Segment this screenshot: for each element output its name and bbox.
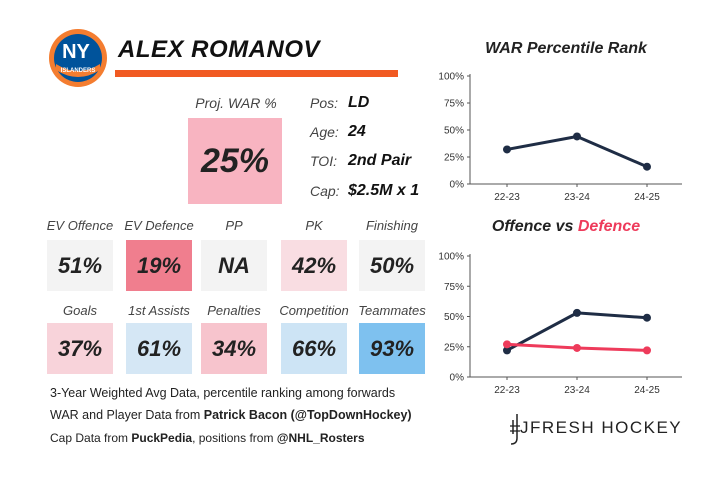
chart1-y-tick-label: 100% xyxy=(438,72,464,83)
chart2-y-tick-label: 75% xyxy=(444,282,464,293)
jfresh-mark-icon xyxy=(510,414,520,445)
chart1-y-tick-label: 0% xyxy=(450,180,465,191)
footer-line-2: WAR and Player Data from Patrick Bacon (… xyxy=(50,408,412,422)
islanders-logo: NY ISLANDERS xyxy=(49,29,107,87)
chart2-point-offence xyxy=(573,308,581,317)
chart2-title: Offence vs Defence xyxy=(491,218,641,235)
stat-box-penalties: 34% xyxy=(201,323,267,374)
chart1-y-tick-label: 50% xyxy=(444,126,464,137)
chart2-x-tick-label: 22-23 xyxy=(494,385,520,396)
chart2-point-offence xyxy=(503,346,511,355)
stat-label-pk: PK xyxy=(305,218,323,233)
info-toi-value: 2nd Pair xyxy=(348,152,412,169)
info-pos-value: LD xyxy=(348,94,370,111)
info-cap-label: Cap: xyxy=(310,183,340,199)
footer-line-1: 3-Year Weighted Avg Data, percentile ran… xyxy=(50,386,396,400)
stat-box-pk: 42% xyxy=(281,240,347,291)
chart1-point-war xyxy=(503,145,511,154)
chart1-x-tick-label: 24-25 xyxy=(634,192,660,203)
logo-text-ny: NY xyxy=(62,41,90,63)
stat-label-goals: Goals xyxy=(63,303,97,318)
stat-label-ev-offence: EV Offence xyxy=(46,218,114,233)
footer-source-positions: @NHL_Rosters xyxy=(276,431,365,445)
chart2-y-tick-label: 25% xyxy=(444,342,464,353)
info-age-label: Age: xyxy=(310,124,339,140)
chart2-x-tick-label: 23-24 xyxy=(564,385,590,396)
chart2-x-tick-label: 24-25 xyxy=(634,385,660,396)
stat-box-competition: 66% xyxy=(281,323,347,374)
chart1-point-war xyxy=(643,162,651,171)
info-age-value: 24 xyxy=(348,123,366,140)
stat-box-ev-offence: 51% xyxy=(47,240,113,291)
stat-box-pp: NA xyxy=(201,240,267,291)
stat-label-ev-defence: EV Defence xyxy=(124,218,194,233)
stat-box-goals: 37% xyxy=(47,323,113,374)
chart1-point-war xyxy=(573,132,581,141)
footer-source-war: Patrick Bacon (@TopDownHockey) xyxy=(203,408,412,422)
stat-label-finishing: Finishing xyxy=(365,218,419,233)
chart1-title: WAR Percentile Rank xyxy=(485,40,647,57)
chart2-point-defence xyxy=(573,343,581,352)
info-cap-value: $2.5M x 1 xyxy=(348,182,420,199)
chart2-point-defence xyxy=(503,340,511,349)
stat-label-penalties: Penalties xyxy=(207,303,261,318)
chart2-title-offence: Offence xyxy=(491,218,552,235)
player-name: ALEX ROMANOV xyxy=(118,36,321,63)
footer-line-3: Cap Data from PuckPedia, positions from … xyxy=(50,431,365,445)
stat-box-ev-defence: 19% xyxy=(126,240,192,291)
war-percentile-chart: 0% 25% 50% 75% 100% 22-23 23-24 24-25 xyxy=(438,72,682,203)
war-label: Proj. WAR % xyxy=(195,95,277,111)
chart2-point-defence xyxy=(643,346,651,355)
info-pos-label: Pos: xyxy=(310,95,339,111)
chart2-y-tick-label: 50% xyxy=(444,312,464,323)
chart1-line-war xyxy=(506,134,648,169)
stat-box-1st-assists: 61% xyxy=(126,323,192,374)
chart2-y-tick-label: 0% xyxy=(450,373,465,384)
chart2-title-defence: Defence xyxy=(577,218,641,235)
chart2-point-offence xyxy=(643,313,651,322)
logo-text-islanders: ISLANDERS xyxy=(61,68,96,74)
war-value-box: 25% xyxy=(188,118,282,204)
chart1-y-tick-label: 25% xyxy=(444,153,464,164)
stat-label-teammates: Teammates xyxy=(358,303,426,318)
stat-label-1st-assists: 1st Assists xyxy=(128,303,190,318)
chart1-y-tick-label: 75% xyxy=(444,99,464,110)
info-toi-label: TOI: xyxy=(310,153,337,169)
name-underline xyxy=(115,70,398,77)
chart1-x-tick-label: 23-24 xyxy=(564,192,590,203)
footer-source-cap: PuckPedia xyxy=(131,431,193,445)
brand-name: JFRESH HOCKEY xyxy=(520,418,683,437)
stat-box-finishing: 50% xyxy=(359,240,425,291)
chart2-y-tick-label: 100% xyxy=(438,252,464,263)
stat-label-pp: PP xyxy=(225,218,243,233)
chart1-x-tick-label: 22-23 xyxy=(494,192,520,203)
stat-label-competition: Competition xyxy=(279,303,349,318)
offence-defence-chart: 0% 25% 50% 75% 100% 22-23 23-24 24-25 xyxy=(438,252,682,396)
stat-box-teammates: 93% xyxy=(359,323,425,374)
